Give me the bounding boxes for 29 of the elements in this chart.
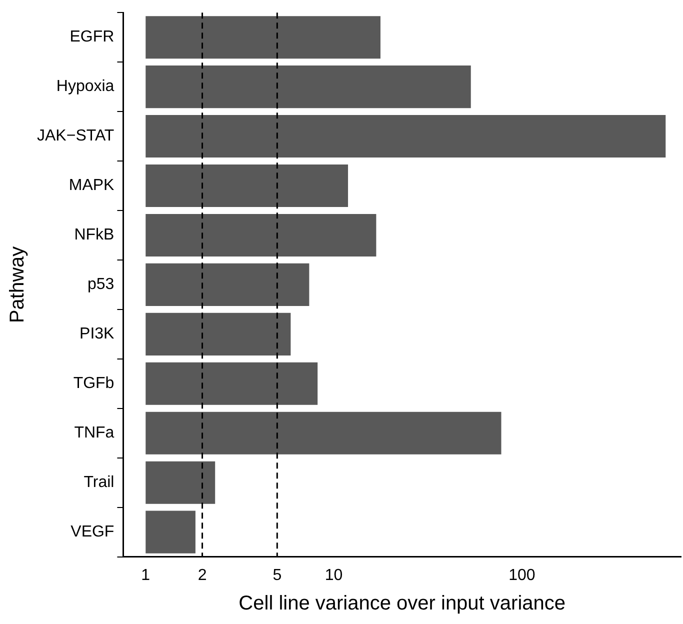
bar — [146, 16, 380, 59]
y-tick-label: NFkB — [74, 226, 114, 244]
bar — [146, 115, 666, 158]
y-axis-title: Pathway — [6, 246, 29, 324]
y-tick-label: p53 — [88, 276, 114, 294]
x-tick-label: 1 — [141, 566, 150, 584]
y-tick-label: Hypoxia — [56, 78, 114, 96]
y-tick-label: PI3K — [80, 326, 115, 343]
bar — [146, 263, 310, 306]
y-tick-label: JAK−STAT — [37, 128, 114, 145]
bar — [146, 362, 318, 405]
bar — [146, 214, 376, 256]
x-tick-label: 2 — [198, 566, 207, 584]
y-tick-label: Trail — [84, 474, 114, 491]
x-tick-label: 100 — [508, 566, 536, 584]
bar — [146, 412, 502, 454]
y-tick-label: VEGF — [70, 523, 114, 540]
bar — [146, 312, 291, 356]
bar — [146, 164, 348, 208]
x-tick-label: 5 — [272, 566, 282, 584]
y-tick-label: TNFa — [74, 424, 114, 442]
x-axis-title: Cell line variance over input variance — [238, 592, 566, 615]
y-tick-label: MAPK — [68, 177, 115, 194]
x-tick-label: 10 — [324, 566, 343, 584]
bar — [146, 461, 216, 504]
y-tick-label: TGFb — [73, 375, 114, 392]
bar — [146, 66, 471, 108]
bar — [146, 510, 196, 554]
y-tick-label: EGFR — [70, 28, 114, 46]
